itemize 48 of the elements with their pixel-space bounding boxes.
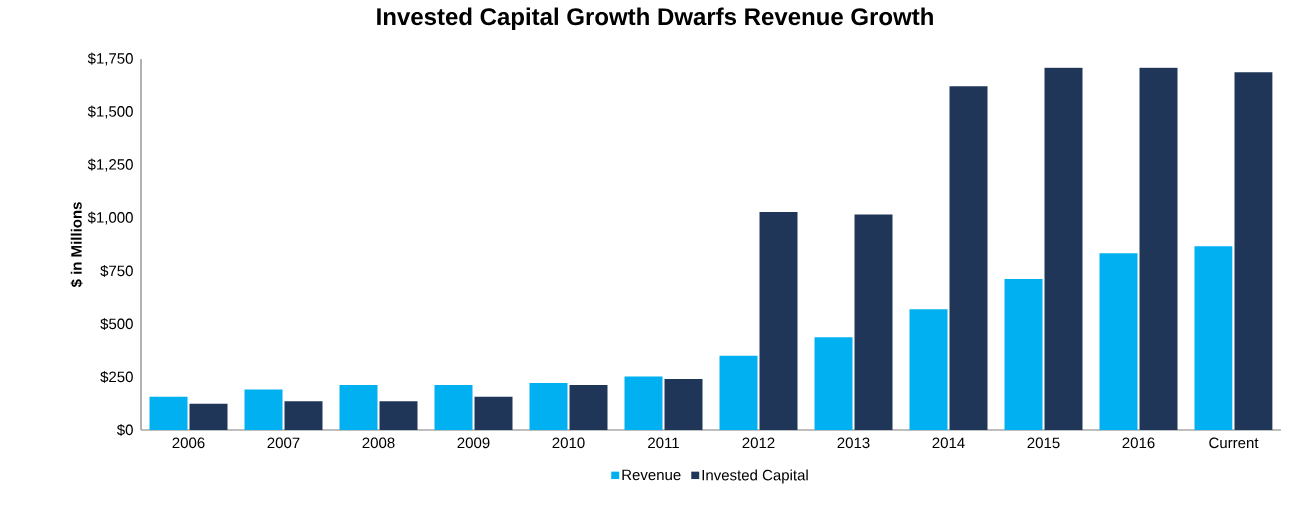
y-tick-label: $1,250 (87, 158, 133, 172)
bar (189, 403, 228, 430)
y-axis-title: $ in Millions (70, 202, 83, 288)
bar (244, 389, 283, 430)
y-tick-label: $1,750 (87, 52, 133, 66)
x-tick-label: 2015 (1027, 437, 1060, 449)
bar (149, 396, 188, 430)
y-tick-label: $500 (100, 317, 133, 331)
bar (379, 401, 418, 430)
y-tick-label: $250 (100, 370, 133, 384)
x-tick-label: 2009 (457, 437, 490, 449)
bar (1004, 279, 1043, 430)
x-tick-label: 2014 (932, 437, 965, 449)
bar (1234, 72, 1273, 430)
x-tick-label: 2010 (552, 437, 585, 449)
bar (569, 385, 608, 430)
bar (949, 86, 988, 430)
bar (529, 382, 568, 430)
bar (759, 212, 798, 430)
x-tick-label: 2011 (648, 437, 679, 449)
legend-label: Revenue (622, 469, 681, 481)
bar (1099, 253, 1138, 430)
y-tick-label: $0 (116, 423, 133, 437)
legend-label: Invested Capital (702, 469, 808, 484)
x-tick-label: 2013 (837, 437, 870, 449)
y-tick-label: $750 (100, 264, 133, 278)
bar (909, 309, 948, 430)
bar (434, 385, 473, 430)
y-tick-label: $1,500 (87, 105, 133, 119)
x-tick-label: Current (1209, 437, 1259, 449)
bar (284, 401, 323, 430)
x-tick-label: 2007 (267, 437, 300, 449)
bar (664, 379, 703, 430)
x-tick-label: 2006 (172, 437, 205, 449)
bar (1044, 67, 1083, 430)
bar (339, 385, 378, 430)
x-tick-label: 2016 (1122, 437, 1155, 449)
bar (814, 337, 853, 430)
bar (624, 376, 663, 430)
x-tick-label: 2012 (742, 437, 775, 449)
chart-title: Invested Capital Growth Dwarfs Revenue Growth (377, 7, 933, 30)
bar (1139, 67, 1178, 430)
bar (1194, 246, 1233, 430)
bar (474, 396, 513, 430)
y-tick-label: $1,000 (87, 211, 133, 225)
bar (719, 355, 758, 430)
bar (854, 214, 893, 430)
x-tick-label: 2008 (362, 437, 395, 449)
